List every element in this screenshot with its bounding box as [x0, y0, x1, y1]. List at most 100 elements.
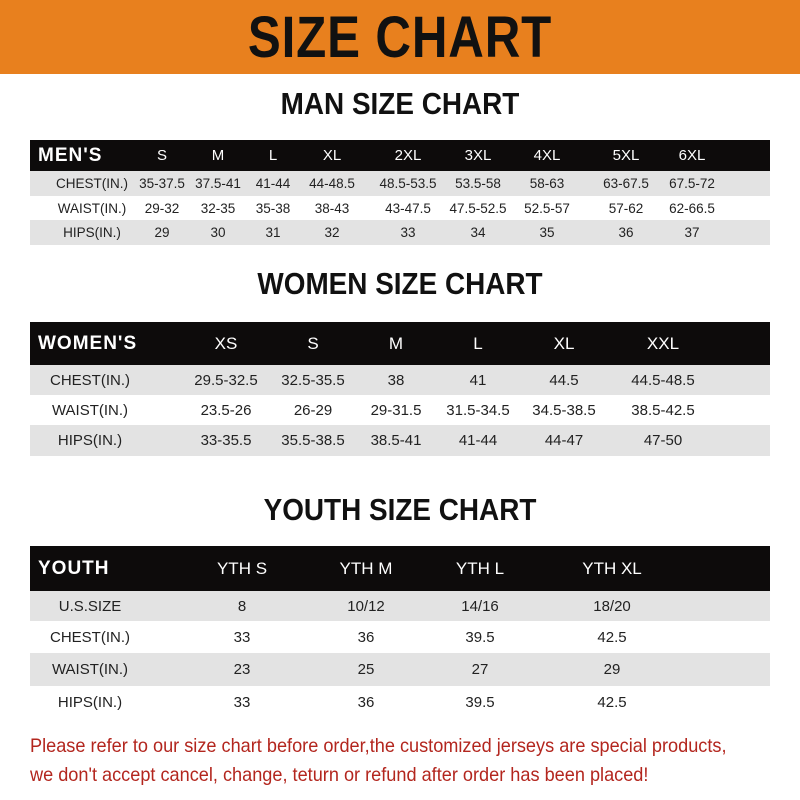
measurement-cell: 35: [539, 225, 555, 240]
men-title: MAN SIZE CHART: [280, 86, 520, 121]
measurement-cell: 38.5-42.5: [631, 401, 695, 419]
measurement-cell: 34: [470, 225, 486, 240]
men-size-table: MEN'S S M L XL 2XL 3XL 4XL 5XL 6XL CHEST(IN.) 35-37…: [30, 140, 770, 245]
measurement-cell: 67.5-72: [669, 176, 715, 191]
size-header-cell: YTH L: [455, 558, 505, 578]
measurement-cell: 29: [154, 225, 170, 240]
row-label: CHEST(IN.): [50, 371, 130, 389]
row-label: HIPS(IN.): [57, 693, 123, 711]
measurement-cell: 42.5: [597, 628, 627, 646]
measurement-cell: 41: [469, 371, 487, 389]
measurement-cell: 31: [265, 225, 281, 240]
table-row: CHEST(IN.) 29.5-32.5 32.5-35.5 38 41 44.5 44.5…: [30, 365, 770, 395]
size-header-cell: 6XL: [678, 147, 706, 164]
size-header-cell: XL: [553, 333, 575, 353]
measurement-cell: 25: [357, 661, 375, 678]
measurement-cell: 18/20: [593, 597, 631, 615]
table-row: WAIST(IN.) 29-32 32-35 35-38 38-43 43-47.5 47.…: [30, 196, 770, 220]
table-row: WAIST(IN.) 23 25 27 29: [30, 653, 770, 686]
measurement-cell: 26-29: [293, 401, 333, 419]
table-category-label: WOMEN'S: [38, 332, 138, 354]
measurement-cell: 63-67.5: [603, 176, 649, 191]
measurement-cell: 62-66.5: [669, 200, 715, 216]
measurement-cell: 38.5-41: [370, 432, 422, 449]
size-header-cell: 5XL: [612, 147, 640, 164]
table-row: HIPS(IN.) 29 30 31 32 33 34 35 36 37: [30, 220, 770, 245]
women-size-table: WOMEN'S XS S M L XL XXL CHEST(IN.) 29.5-32.5 32.5…: [30, 322, 770, 456]
table-header-row: YOUTH YTH S YTH M YTH L YTH XL: [30, 546, 770, 591]
measurement-cell: 37.5-41: [195, 176, 241, 191]
measurement-cell: 37: [684, 225, 700, 240]
measurement-cell: 31.5-34.5: [446, 401, 510, 419]
measurement-cell: 52.5-57: [524, 200, 570, 216]
size-header-cell: M: [388, 333, 404, 353]
measurement-cell: 35.5-38.5: [281, 432, 345, 449]
size-header-cell: S: [156, 147, 168, 164]
order-note-line-2: we don't accept cancel, change, teturn o…: [30, 764, 649, 786]
size-chart-banner: SIZE CHART: [0, 0, 800, 74]
measurement-cell: 36: [357, 628, 375, 646]
measurement-cell: 32-35: [200, 200, 236, 216]
row-label: WAIST(IN.): [51, 661, 129, 678]
measurement-cell: 48.5-53.5: [379, 176, 437, 191]
size-header-cell: YTH XL: [582, 558, 642, 578]
measurement-cell: 14/16: [461, 597, 499, 615]
measurement-cell: 38: [387, 371, 405, 389]
measurement-cell: 30: [210, 225, 226, 240]
measurement-cell: 10/12: [347, 597, 385, 615]
measurement-cell: 53.5-58: [455, 176, 501, 191]
measurement-cell: 38-43: [314, 200, 350, 216]
size-header-cell: 3XL: [464, 147, 492, 164]
size-header-cell: L: [268, 147, 278, 164]
row-label: U.S.SIZE: [58, 597, 122, 615]
table-row: CHEST(IN.) 33 36 39.5 42.5: [30, 621, 770, 653]
measurement-cell: 39.5: [465, 693, 495, 711]
size-header-cell: XL: [322, 147, 342, 164]
measurement-cell: 41-44: [255, 176, 291, 191]
size-header-cell: 4XL: [533, 147, 561, 164]
measurement-cell: 23: [233, 661, 251, 678]
measurement-cell: 8: [237, 597, 247, 615]
size-header-cell: XXL: [646, 333, 680, 353]
measurement-cell: 35-38: [255, 200, 291, 216]
youth-size-table: YOUTH YTH S YTH M YTH L YTH XL U.S.SIZE 8 10/12…: [30, 546, 770, 718]
measurement-cell: 33: [233, 628, 251, 646]
measurement-cell: 32.5-35.5: [281, 371, 345, 389]
table-row: HIPS(IN.) 33-35.5 35.5-38.5 38.5-41 41-44 44-…: [30, 425, 770, 456]
table-row: WAIST(IN.) 23.5-26 26-29 29-31.5 31.5-34.5 34…: [30, 395, 770, 425]
size-header-cell: M: [211, 147, 225, 164]
measurement-cell: 42.5: [597, 693, 627, 711]
measurement-cell: 33-35.5: [200, 432, 252, 449]
table-row: U.S.SIZE 8 10/12 14/16 18/20: [30, 591, 770, 621]
measurement-cell: 47-50: [643, 432, 683, 449]
table-header-row: MEN'S S M L XL 2XL 3XL 4XL 5XL 6XL: [30, 140, 770, 171]
size-header-cell: YTH M: [339, 558, 393, 578]
measurement-cell: 44-47: [544, 432, 584, 449]
measurement-cell: 29: [603, 661, 621, 678]
measurement-cell: 41-44: [458, 432, 498, 449]
size-header-cell: L: [473, 333, 483, 353]
measurement-cell: 43-47.5: [385, 200, 431, 216]
measurement-cell: 23.5-26: [200, 401, 252, 419]
size-header-cell: YTH S: [216, 558, 268, 578]
measurement-cell: 36: [357, 693, 375, 711]
measurement-cell: 29.5-32.5: [194, 371, 258, 389]
measurement-cell: 36: [618, 225, 634, 240]
row-label: CHEST(IN.): [50, 628, 130, 646]
measurement-cell: 35-37.5: [139, 176, 185, 191]
measurement-cell: 44-48.5: [309, 176, 355, 191]
measurement-cell: 44.5-48.5: [631, 371, 695, 389]
table-header-row: WOMEN'S XS S M L XL XXL: [30, 322, 770, 365]
row-label: CHEST(IN.): [56, 176, 128, 191]
row-label: HIPS(IN.): [57, 432, 123, 449]
women-title: WOMEN SIZE CHART: [257, 266, 543, 301]
table-category-label: YOUTH: [38, 557, 110, 579]
youth-title: YOUTH SIZE CHART: [263, 492, 537, 527]
measurement-cell: 33: [233, 693, 251, 711]
table-row: HIPS(IN.) 33 36 39.5 42.5: [30, 686, 770, 718]
order-note-line-1: Please refer to our size chart before or…: [30, 735, 727, 757]
row-label: HIPS(IN.): [63, 225, 121, 240]
size-header-cell: XS: [214, 333, 238, 353]
measurement-cell: 32: [324, 225, 340, 240]
measurement-cell: 47.5-52.5: [449, 200, 507, 216]
